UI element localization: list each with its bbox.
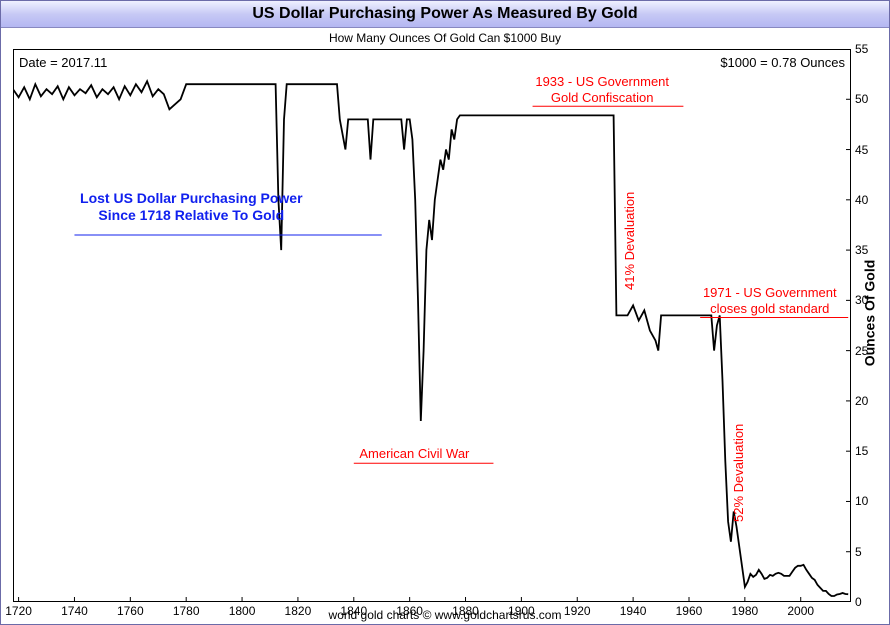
x-tick-label: 2000 xyxy=(787,604,814,618)
chart-title-bar: US Dollar Purchasing Power As Measured B… xyxy=(1,1,889,28)
date-label: Date = 2017.11 xyxy=(19,55,107,71)
annotation-1971: 1971 - US Government closes gold standar… xyxy=(703,285,837,316)
y-tick-label: 30 xyxy=(855,293,868,307)
plot-area: Date = 2017.11 $1000 = 0.78 Ounces Lost … xyxy=(13,49,851,602)
y-tick-label: 20 xyxy=(855,394,868,408)
x-tick-label: 1760 xyxy=(117,604,144,618)
x-tick-label: 1900 xyxy=(508,604,535,618)
y-tick-label: 10 xyxy=(855,494,868,508)
y-tick-label: 15 xyxy=(855,444,868,458)
y-tick-label: 35 xyxy=(855,243,868,257)
x-tick-label: 1860 xyxy=(396,604,423,618)
y-tick-label: 45 xyxy=(855,143,868,157)
x-tick-label: 1980 xyxy=(731,604,758,618)
x-tick-label: 1940 xyxy=(620,604,647,618)
y-tick-label: 55 xyxy=(855,42,868,56)
annotation-civil-war: American Civil War xyxy=(359,446,469,462)
x-tick-label: 1720 xyxy=(5,604,32,618)
plot-border xyxy=(13,49,851,602)
y-tick-label: 50 xyxy=(855,92,868,106)
chart-subtitle: How Many Ounces Of Gold Can $1000 Buy xyxy=(1,28,889,47)
y-tick-label: 0 xyxy=(855,595,862,609)
x-tick-label: 1780 xyxy=(173,604,200,618)
chart-title: US Dollar Purchasing Power As Measured B… xyxy=(252,5,637,23)
x-tick-label: 1840 xyxy=(340,604,367,618)
x-tick-label: 1800 xyxy=(229,604,256,618)
annotation-1933: 1933 - US Government Gold Confiscation xyxy=(535,74,669,105)
y-tick-label: 40 xyxy=(855,193,868,207)
annotation-41pct: 41% Devaluation xyxy=(622,192,638,290)
x-tick-label: 1740 xyxy=(61,604,88,618)
y-tick-label: 5 xyxy=(855,545,862,559)
x-tick-label: 1880 xyxy=(452,604,479,618)
y-tick-label: 25 xyxy=(855,344,868,358)
annotation-52pct: 52% Devaluation xyxy=(731,423,747,521)
current-value-label: $1000 = 0.78 Ounces xyxy=(720,55,845,71)
x-tick-label: 1820 xyxy=(285,604,312,618)
x-tick-label: 1920 xyxy=(564,604,591,618)
chart-container: US Dollar Purchasing Power As Measured B… xyxy=(0,0,890,625)
x-tick-label: 1960 xyxy=(676,604,703,618)
annotation-blue-text: Lost US Dollar Purchasing Power Since 17… xyxy=(80,190,303,224)
